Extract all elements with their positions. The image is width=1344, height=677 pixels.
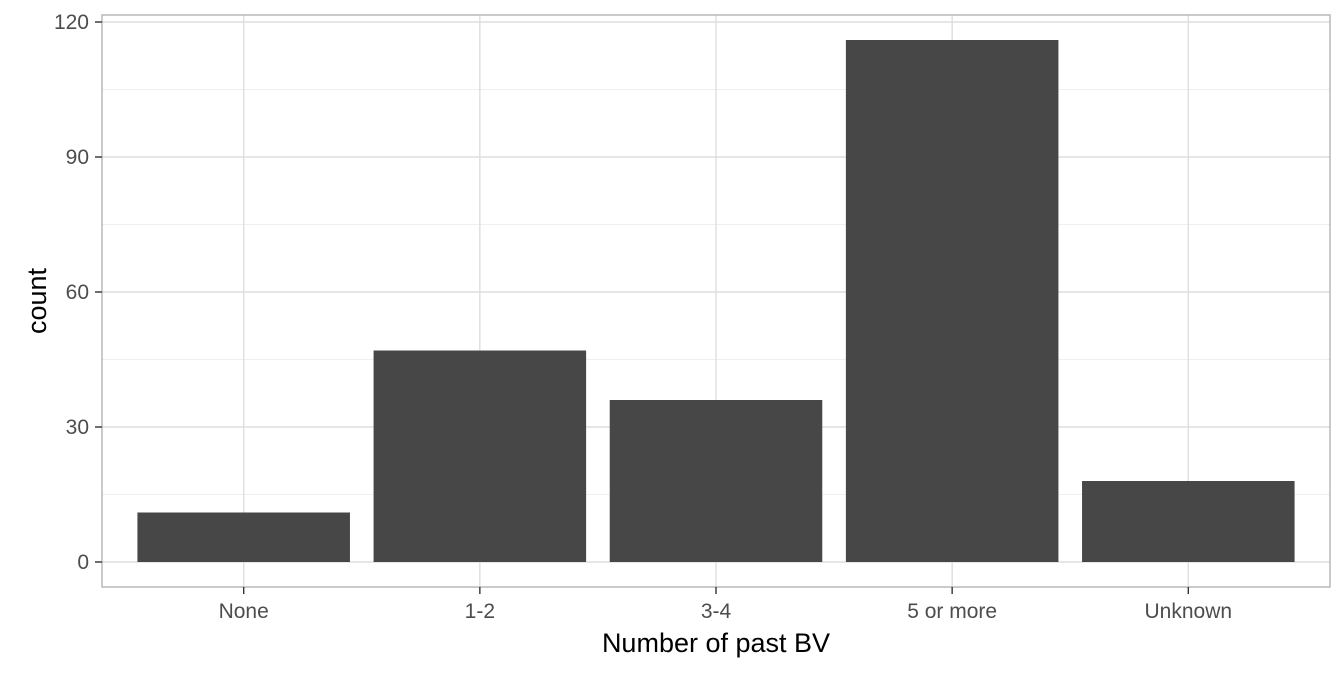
- x-tick-label: None: [219, 600, 269, 623]
- y-tick-label: 60: [66, 281, 89, 304]
- y-axis-title: count: [22, 267, 52, 334]
- y-tick-label: 120: [54, 11, 89, 34]
- bar-unknown: [1082, 481, 1295, 562]
- y-tick-label: 90: [66, 146, 89, 169]
- bar-1-2: [373, 350, 587, 562]
- bar-3-4: [609, 400, 823, 562]
- bars: [137, 40, 1295, 562]
- x-tick-label: Unknown: [1145, 600, 1233, 623]
- x-tick-label: 3-4: [701, 600, 732, 623]
- y-tick-label: 30: [66, 416, 89, 439]
- bar-5-or-more: [845, 40, 1059, 562]
- axis-ticks: [95, 21, 1190, 594]
- x-tick-label: 1-2: [465, 600, 495, 623]
- x-tick-label: 5 or more: [907, 600, 997, 623]
- axis-tick-labels: 0 30 60 90 120 None 1-2 3-4 5 or more Unknown: [54, 11, 1232, 623]
- x-axis-title: Number of past BV: [602, 628, 830, 658]
- y-tick-label: 0: [77, 551, 89, 574]
- bar-none: [137, 512, 350, 562]
